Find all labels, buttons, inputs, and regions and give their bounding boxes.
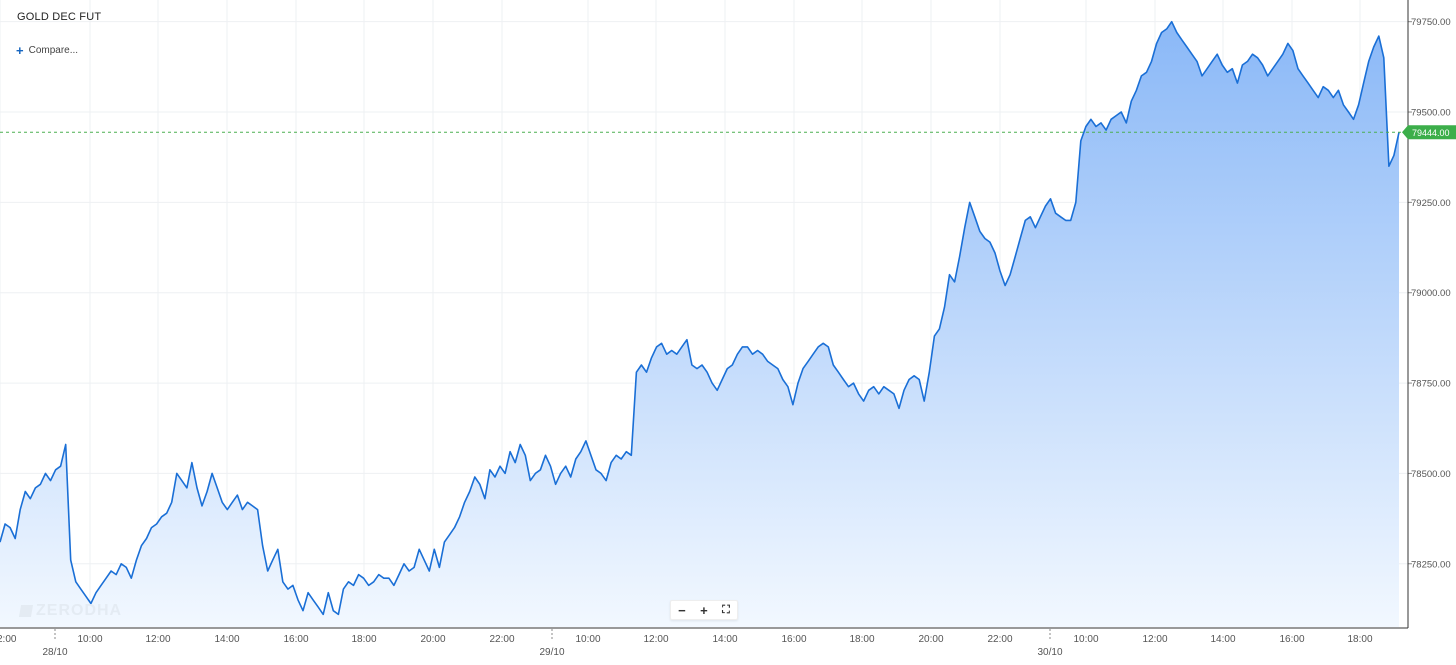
- x-date-label: 28/10: [42, 647, 67, 658]
- y-tick-label: 79750.00: [1411, 17, 1451, 28]
- y-tick-label: 79500.00: [1411, 108, 1451, 119]
- x-tick-label: 14:00: [712, 634, 737, 645]
- zoom-out-button[interactable]: −: [678, 602, 686, 618]
- current-price-label: 79444.00: [1412, 128, 1450, 138]
- x-tick-label: 10:00: [77, 634, 102, 645]
- x-date-label: 29/10: [539, 647, 564, 658]
- current-price-tag: 79444.00: [1402, 125, 1456, 140]
- x-date-label: 30/10: [1037, 647, 1062, 658]
- x-tick-label: 10:00: [1073, 634, 1098, 645]
- x-tick-label: 16:00: [781, 634, 806, 645]
- zerodha-watermark: ZERODHA: [18, 602, 123, 620]
- y-tick-label: 78250.00: [1411, 559, 1451, 570]
- x-tick-label: 12:00: [643, 634, 668, 645]
- x-tick-label: 12:00: [1142, 634, 1167, 645]
- zoom-in-button[interactable]: +: [700, 602, 708, 618]
- x-tick-label: 2:00: [0, 634, 17, 645]
- instrument-title: GOLD DEC FUT: [17, 11, 102, 23]
- x-tick-label: 16:00: [1279, 634, 1304, 645]
- x-tick-label: 12:00: [145, 634, 170, 645]
- x-tick-label: 14:00: [214, 634, 239, 645]
- fullscreen-icon[interactable]: ⛶: [722, 603, 730, 616]
- price-line: [0, 20, 1400, 616]
- zerodha-logo-icon: [18, 605, 34, 617]
- y-tick-label: 78500.00: [1411, 469, 1451, 480]
- zoom-controls: − + ⛶: [670, 600, 738, 620]
- plus-icon: +: [16, 42, 24, 58]
- x-tick-label: 10:00: [575, 634, 600, 645]
- compare-button[interactable]: + Compare...: [16, 42, 79, 58]
- y-tick-label: 79250.00: [1411, 198, 1451, 209]
- x-tick-label: 18:00: [351, 634, 376, 645]
- watermark-text: ZERODHA: [36, 602, 123, 619]
- x-tick-label: 22:00: [489, 634, 514, 645]
- x-tick-label: 20:00: [918, 634, 943, 645]
- x-tick-label: 20:00: [420, 634, 445, 645]
- y-tick-label: 78750.00: [1411, 379, 1451, 390]
- price-area-fill: [0, 21, 1399, 627]
- x-tick-label: 22:00: [987, 634, 1012, 645]
- x-tick-label: 16:00: [283, 634, 308, 645]
- compare-label: Compare...: [28, 45, 79, 56]
- y-tick-label: 79000.00: [1411, 288, 1451, 299]
- x-tick-label: 18:00: [849, 634, 874, 645]
- x-tick-label: 18:00: [1347, 634, 1372, 645]
- x-tick-label: 14:00: [1210, 634, 1235, 645]
